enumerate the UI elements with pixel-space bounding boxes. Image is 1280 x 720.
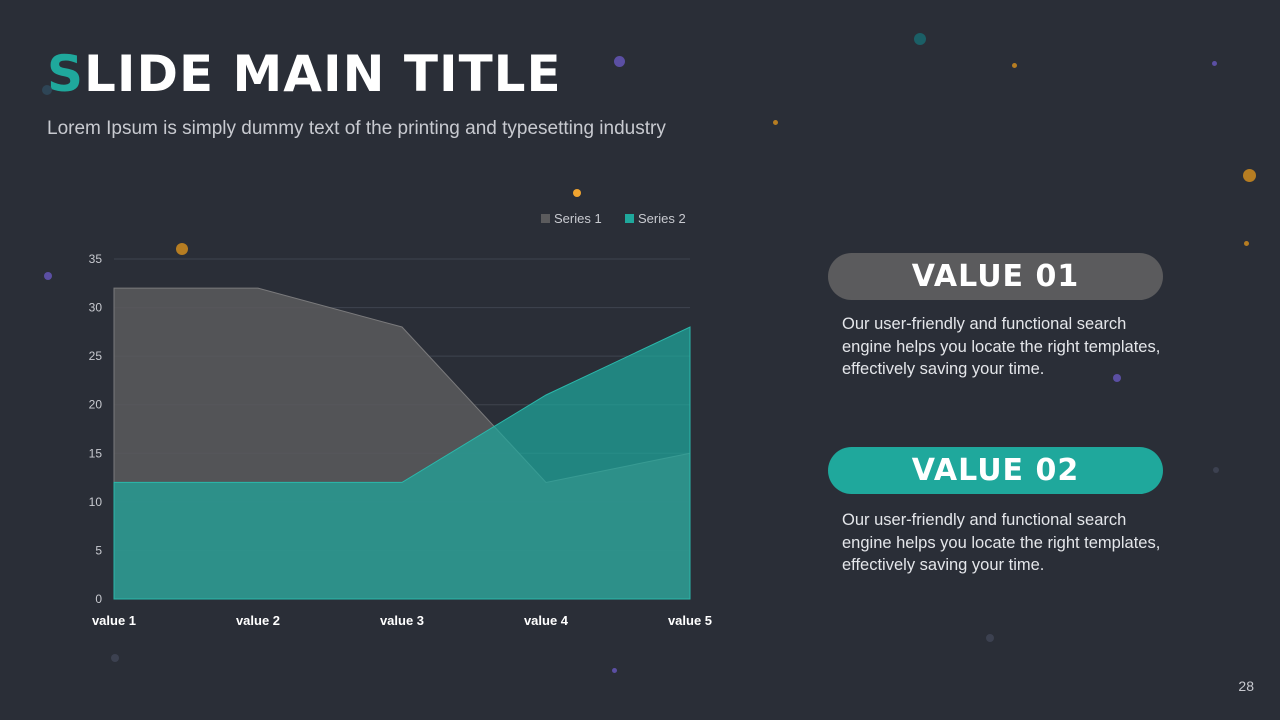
value-01-description: Our user-friendly and functional search …: [842, 315, 1161, 378]
page-number: 28: [1238, 678, 1254, 694]
slide-title-rest: LIDE MAIN TITLE: [84, 45, 562, 103]
slide-title-accent-letter: S: [47, 45, 85, 103]
y-tick-label: 10: [89, 495, 103, 509]
x-tick-label: value 4: [524, 613, 569, 628]
legend-swatch: [625, 214, 634, 223]
decor-dot: [1244, 241, 1249, 246]
x-tick-label: value 2: [236, 613, 280, 628]
x-tick-label: value 5: [668, 613, 712, 628]
x-tick-label: value 3: [380, 613, 424, 628]
y-tick-label: 15: [89, 446, 103, 460]
legend-swatch: [541, 214, 550, 223]
slide-title: SLIDE MAIN TITLE: [47, 42, 562, 106]
decor-dot: [573, 189, 581, 197]
decor-dot: [1213, 467, 1219, 473]
value-01-badge: VALUE 01: [828, 253, 1163, 300]
decor-dot: [1012, 63, 1017, 68]
slide-subtitle: Lorem Ipsum is simply dummy text of the …: [47, 118, 666, 139]
decor-dot: [1212, 61, 1217, 66]
decor-dot: [42, 85, 52, 95]
decor-dot: [986, 634, 994, 642]
value-02-badge: VALUE 02: [828, 447, 1163, 494]
decor-dot: [773, 120, 778, 125]
legend-label: Series 2: [638, 211, 686, 226]
decor-dot: [1113, 374, 1121, 382]
series-area-2: [113, 326, 691, 600]
decor-dot: [614, 56, 625, 67]
y-tick-label: 25: [89, 349, 103, 363]
x-tick-label: value 1: [92, 613, 136, 628]
decor-dot: [612, 668, 617, 673]
decor-dot: [44, 272, 52, 280]
value-02-description: Our user-friendly and functional search …: [842, 511, 1161, 574]
y-tick-label: 30: [89, 301, 103, 315]
legend-label: Series 1: [554, 211, 602, 226]
decor-dot: [1243, 169, 1256, 182]
decor-dot: [176, 243, 188, 255]
y-tick-label: 35: [89, 252, 103, 266]
y-tick-label: 0: [95, 592, 102, 606]
y-tick-label: 5: [95, 543, 102, 557]
y-tick-label: 20: [89, 398, 103, 412]
decor-dot: [111, 654, 119, 662]
decor-dot: [914, 33, 926, 45]
